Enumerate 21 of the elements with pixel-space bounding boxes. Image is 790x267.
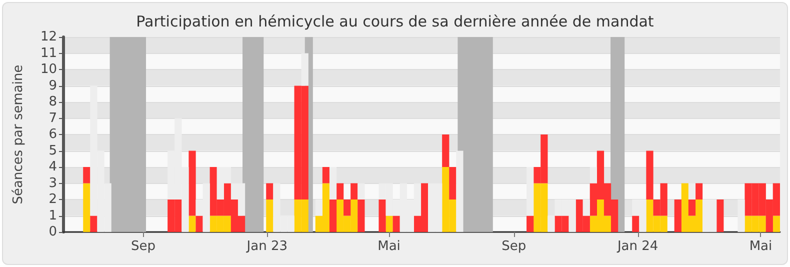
x-tick-label: Sep	[502, 239, 526, 254]
y-tick-label: 1	[48, 208, 57, 224]
y-tick-label: 3	[48, 176, 57, 191]
y-tick-label: 10	[40, 62, 57, 77]
y-tick-label: 4	[48, 160, 57, 174]
y-tick-label: 2	[48, 192, 57, 207]
chart-title: Participation en hémicycle au cours de sa dernière année de mandat	[136, 12, 654, 30]
x-tick-label: Jan 23	[246, 239, 288, 254]
y-tick-label: 9	[48, 78, 57, 94]
y-axis-title: Séances par semaine	[11, 64, 26, 204]
x-tick-label: Mai	[749, 239, 772, 254]
y-tick-label: 8	[48, 94, 57, 110]
x-tick-label: Sep	[130, 239, 156, 254]
y-tick-label: 7	[48, 110, 57, 126]
y-tick-label: 0	[48, 224, 57, 240]
y-tick-label: 6	[48, 127, 57, 142]
y-tick-label: 5	[48, 143, 57, 158]
y-tick-label: 11	[40, 46, 57, 61]
x-tick-label: Mai	[378, 239, 400, 254]
y-tick-label: 12	[40, 30, 57, 44]
x-tick-label: Jan 24	[616, 239, 658, 254]
